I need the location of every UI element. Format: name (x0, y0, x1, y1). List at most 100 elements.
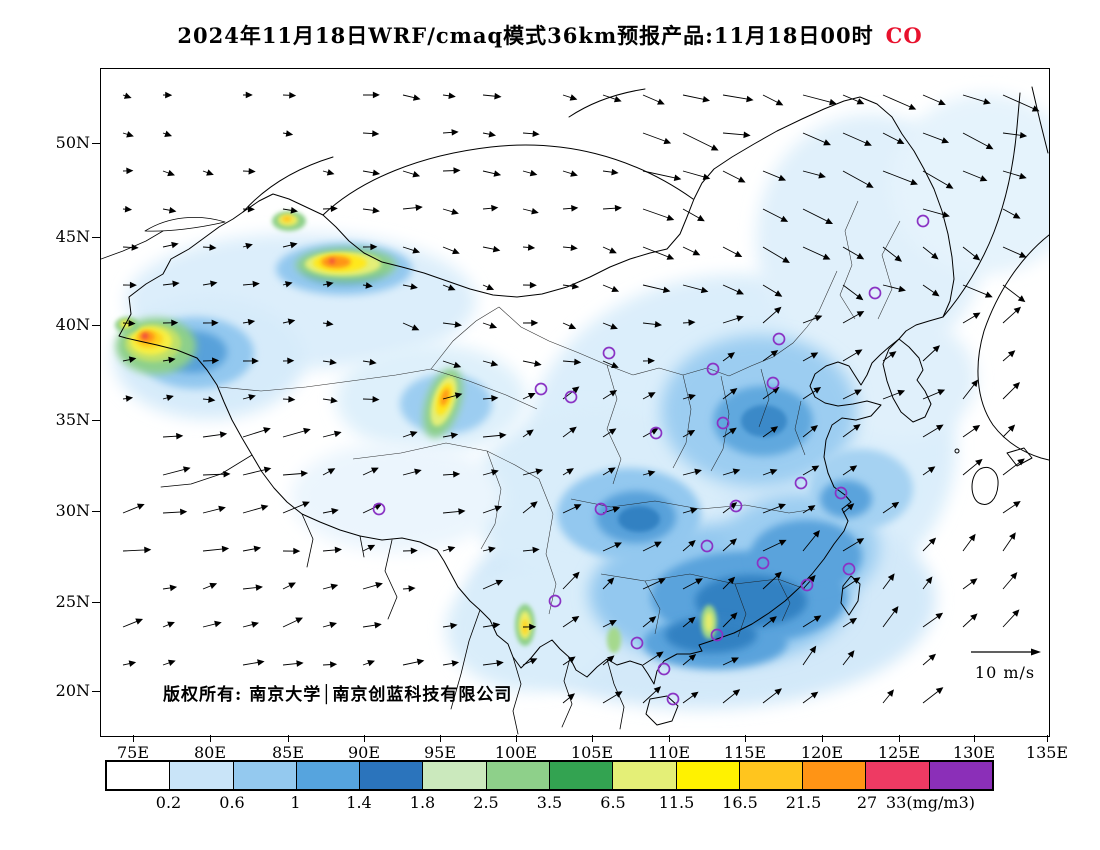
wind-arrow (922, 576, 933, 590)
wind-arrow (1002, 306, 1022, 324)
wind-arrow (762, 246, 790, 263)
city-marker (834, 486, 848, 500)
wind-arrow (922, 687, 944, 704)
wind-arrow (602, 620, 617, 628)
city-marker (868, 286, 882, 300)
lon-tick-mark (591, 735, 593, 742)
wind-arrow (1002, 131, 1028, 139)
lon-tick-label: 90E (347, 743, 381, 762)
wind-arrow (962, 94, 991, 105)
wind-arrow (242, 167, 256, 175)
wind-arrow (1002, 94, 1040, 112)
wind-arrow (722, 284, 744, 295)
lon-tick-label: 105E (570, 743, 614, 762)
wind-arrow (402, 468, 422, 476)
wind-arrow (122, 660, 137, 667)
wind-arrow (562, 322, 577, 330)
wind-arrow (282, 241, 298, 249)
wind-arrow (402, 431, 418, 438)
wind-arrow (842, 246, 865, 260)
wind-arrow (602, 246, 617, 254)
page-title: 2024年11月18日WRF/cmaq模式36km预报产品:11月18日00时 C… (0, 20, 1100, 50)
wind-arrow (842, 389, 862, 400)
wind-arrow (682, 429, 696, 438)
wind-arrow (522, 392, 536, 400)
wind-arrow (442, 321, 462, 328)
wind-arrow (362, 358, 377, 366)
wind-arrow (562, 94, 578, 101)
wind-arrow (282, 130, 294, 137)
wind-arrow (602, 428, 617, 438)
wind-arrow (242, 394, 256, 401)
wind-arrow (162, 169, 175, 177)
wind-arrow (362, 467, 379, 476)
wind-arrow (602, 322, 618, 330)
wind-arrow (882, 284, 906, 293)
wind-arrow (962, 312, 981, 324)
lon-tick-label: 75E (116, 743, 150, 762)
wind-arrow (122, 356, 137, 363)
wind-arrow (642, 321, 663, 328)
wind-arrow (242, 280, 260, 288)
wind-arrow (762, 350, 779, 362)
wind-arrow (762, 616, 777, 628)
colorbar-tick-label: 27 (856, 793, 878, 812)
wind-arrow (402, 170, 421, 178)
wind-arrow (482, 622, 501, 629)
wind-arrow (362, 544, 376, 552)
wind-arrow (202, 431, 228, 438)
wind-arrow (242, 466, 272, 476)
city-marker (710, 628, 724, 642)
city-marker (700, 539, 714, 553)
wind-arrow (322, 169, 335, 176)
tsushima-island (954, 448, 960, 454)
wind-arrow (522, 319, 539, 327)
colorbar-cell-14 (929, 762, 992, 789)
wind-arrow (202, 582, 218, 590)
co-concentration-field (114, 94, 1049, 709)
wind-arrow (202, 620, 222, 628)
wind-arrow (802, 574, 816, 590)
city-marker (916, 214, 930, 228)
lake-baikal (568, 88, 646, 118)
china-border (118, 96, 955, 685)
wind-arrow (282, 501, 310, 514)
wind-arrow (242, 427, 271, 438)
wind-arrow (282, 660, 304, 667)
wind-arrow (482, 170, 502, 177)
lake-balkhash (144, 216, 226, 232)
wind-arrow (202, 470, 231, 478)
wind-arrow (322, 280, 334, 288)
colorbar-cell-10 (676, 762, 740, 789)
wind-arrow (1002, 246, 1027, 258)
wind-arrow (242, 621, 259, 628)
lon-tick-label: 130E (952, 743, 996, 762)
wind-arrow (962, 379, 979, 400)
wind-arrow (642, 170, 682, 182)
wind-arrow (202, 545, 230, 553)
wind-arrow (1002, 500, 1021, 514)
wind-arrow (682, 170, 711, 180)
india-border (160, 454, 253, 488)
colorbar-cell-12 (803, 762, 867, 789)
city-marker (756, 556, 770, 570)
wind-arrow (762, 539, 787, 552)
wind-arrow (802, 132, 831, 146)
wind-arrow (362, 207, 380, 214)
wind-arrow (562, 615, 580, 628)
wind-arrow (322, 583, 339, 590)
russia-border (242, 156, 334, 213)
wind-arrow (722, 315, 744, 324)
city-marker (706, 362, 720, 376)
wind-arrow (762, 571, 782, 590)
wind-arrow (722, 538, 737, 552)
lon-tick-mark (132, 735, 134, 742)
lon-tick-label: 95E (423, 743, 457, 762)
colorbar (105, 760, 994, 791)
lon-tick-mark (515, 735, 517, 742)
wind-arrow (962, 132, 994, 150)
wind-arrow (162, 356, 176, 364)
wind-arrow (922, 612, 944, 628)
wind-arrow (682, 132, 719, 151)
wind-arrow (922, 94, 946, 106)
